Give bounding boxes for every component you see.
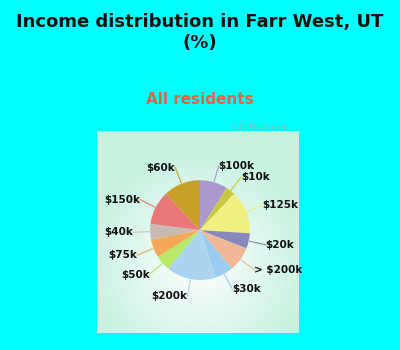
Wedge shape: [168, 230, 216, 280]
Wedge shape: [150, 194, 200, 230]
Wedge shape: [150, 224, 200, 239]
Text: $40k: $40k: [104, 227, 133, 237]
Wedge shape: [200, 180, 227, 230]
Text: $50k: $50k: [121, 270, 150, 280]
Wedge shape: [200, 194, 250, 233]
Text: All residents: All residents: [146, 92, 254, 107]
Wedge shape: [151, 230, 200, 257]
Text: $60k: $60k: [146, 163, 175, 173]
Text: $125k: $125k: [262, 201, 298, 210]
Wedge shape: [200, 188, 234, 230]
Text: City-Data.com: City-Data.com: [226, 122, 289, 132]
Text: $100k: $100k: [219, 161, 255, 171]
Wedge shape: [158, 230, 200, 268]
Text: $10k: $10k: [241, 172, 270, 182]
Wedge shape: [200, 230, 250, 248]
Text: $30k: $30k: [232, 284, 261, 294]
Text: $75k: $75k: [109, 250, 138, 260]
Wedge shape: [200, 230, 246, 268]
Text: Income distribution in Farr West, UT
(%): Income distribution in Farr West, UT (%): [16, 13, 384, 52]
Wedge shape: [200, 230, 232, 278]
Wedge shape: [166, 180, 200, 230]
Text: $150k: $150k: [104, 195, 140, 205]
Text: $200k: $200k: [152, 291, 188, 301]
Text: > $200k: > $200k: [254, 265, 303, 275]
Text: $20k: $20k: [266, 240, 294, 250]
